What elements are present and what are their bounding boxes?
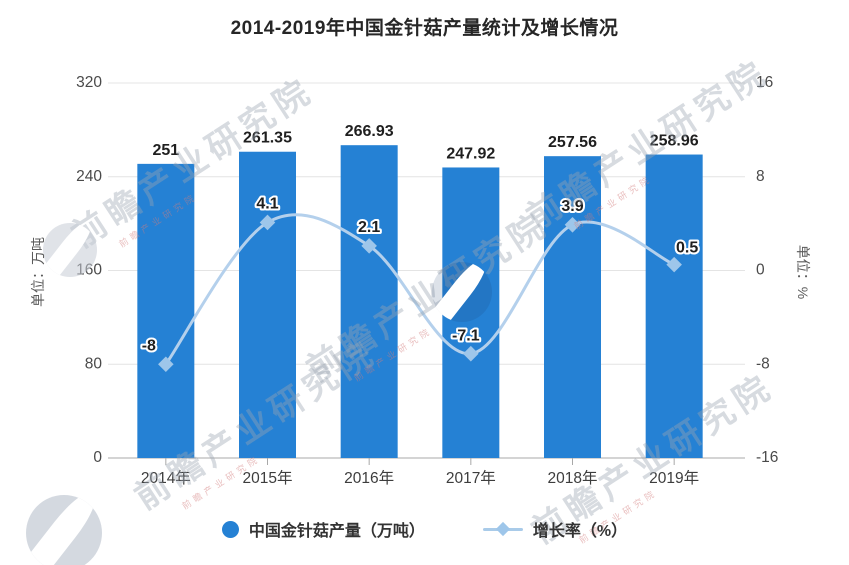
left-axis-tick-label: 320 [76, 74, 102, 91]
bar-series-legend-marker-icon [221, 520, 239, 538]
chart-title: 2014-2019年中国金针菇产量统计及增长情况 [230, 18, 619, 39]
left-axis-tick-label: 240 [76, 168, 102, 185]
bar-value-label: 266.93 [345, 123, 394, 140]
x-axis-label: 2014年 [141, 469, 191, 487]
line-value-label: -8 [142, 337, 156, 354]
line-value-label: 4.1 [256, 195, 278, 212]
bar-value-label: 251 [152, 142, 179, 159]
bar [544, 156, 601, 458]
legend-item-production: 中国金针菇产量（万吨） [221, 517, 425, 541]
bar [340, 145, 398, 458]
right-axis-tick-label: -8 [756, 355, 770, 372]
legend-item-growth-rate: 增长率（%） [482, 517, 628, 541]
right-axis-tick-label: 0 [756, 262, 765, 279]
bar [239, 151, 296, 458]
x-axis-label: 2015年 [243, 469, 293, 487]
line-value-label: -7.1 [452, 328, 480, 345]
left-axis-tick-label: 160 [76, 262, 102, 279]
x-axis-label: 2017年 [446, 469, 496, 487]
bar-value-label: 257.56 [548, 134, 597, 151]
right-axis-tick-label: 16 [756, 74, 773, 91]
bar [442, 167, 500, 458]
left-axis-tick-label: 80 [85, 355, 103, 372]
x-axis-label: 2016年 [344, 469, 394, 487]
line-value-label: 0.5 [676, 240, 698, 257]
line-value-label: 3.9 [561, 198, 583, 215]
right-axis-tick-label: 8 [756, 168, 765, 185]
bar-value-label: 258.96 [650, 133, 699, 150]
x-axis-label: 2019年 [649, 469, 699, 487]
x-axis-label: 2018年 [548, 469, 598, 487]
legend-item-label: 中国金针菇产量（万吨） [248, 523, 425, 540]
line-value-label: 2.1 [358, 219, 380, 236]
bar [645, 154, 703, 458]
right-axis-tick-label: -16 [756, 449, 778, 466]
bar-value-label: 247.92 [446, 145, 495, 162]
legend-item-label: 增长率（%） [532, 523, 628, 540]
left-axis-unit-label: 单位：万吨 [30, 237, 46, 307]
left-axis-tick-label: 0 [93, 449, 102, 466]
line-series-legend-marker-icon [482, 521, 523, 537]
legend: 中国金针菇产量（万吨） 增长率（%） [0, 517, 849, 541]
right-axis-unit-label: 单位：% [795, 244, 811, 300]
bar [137, 163, 195, 458]
bar-value-label: 261.35 [243, 130, 292, 147]
